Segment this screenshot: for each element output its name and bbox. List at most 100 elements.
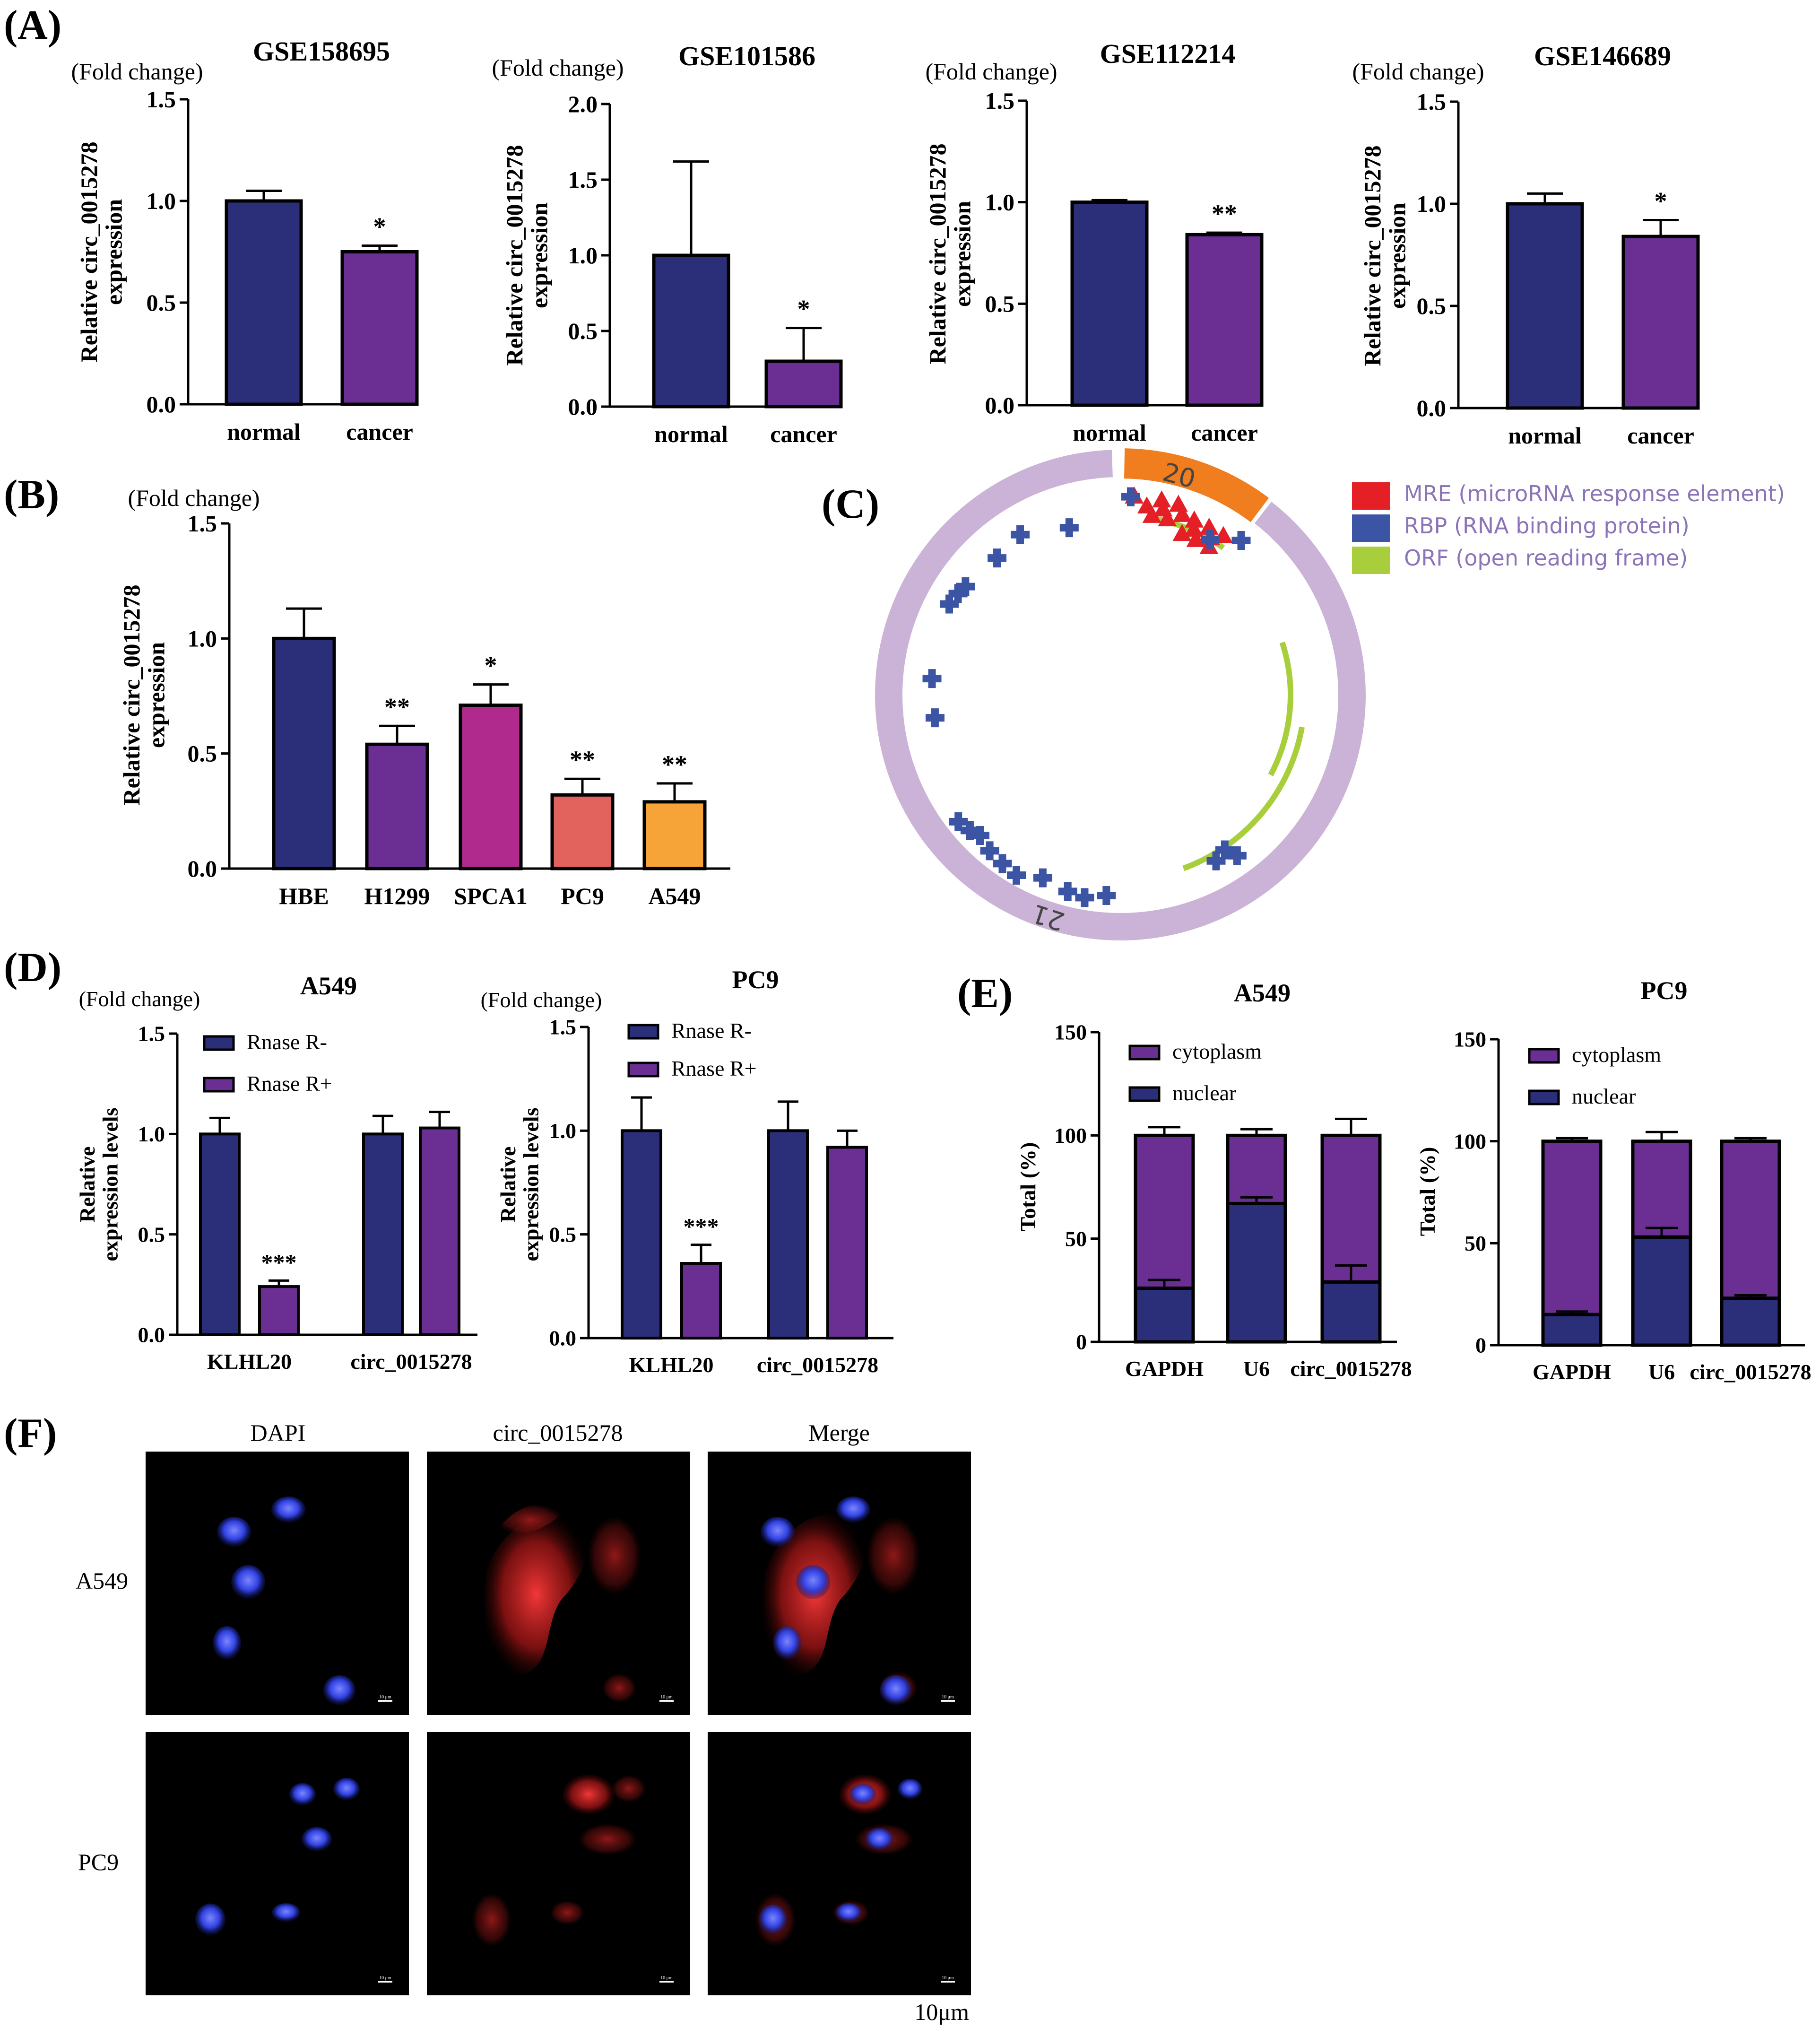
y-axis-label: Relative circ_0015278expression	[1359, 146, 1411, 366]
bar-nuclear	[1541, 1313, 1603, 1347]
chart-e1: 0 50 100 150 A549 Total (%) GAPDH U6 circ_001527…	[1016, 979, 1412, 1381]
mre-marker	[1142, 505, 1161, 523]
y-tick-label: 1.0	[188, 625, 217, 652]
rbp-marker	[993, 854, 1012, 873]
significance-marker: *	[1655, 187, 1667, 216]
column-header-merge: Merge	[808, 1419, 870, 1446]
x-tick-label: normal	[227, 418, 301, 445]
y-axis-label-line: expression levels	[98, 1108, 122, 1261]
image-a549-dapi: 10 μm	[146, 1452, 409, 1715]
y-tick-label: 1.5	[138, 1022, 165, 1046]
mre-marker	[1186, 530, 1205, 547]
y-axis-label: Relativeexpression levels	[496, 1108, 543, 1261]
y-tick-label: 1.5	[188, 510, 217, 537]
nucleus	[271, 1496, 305, 1523]
x-tick-label: SPCA1	[454, 883, 528, 909]
y-tick-label: 0	[1475, 1333, 1486, 1357]
x-tick-label: HBE	[279, 883, 329, 909]
nucleus	[849, 1784, 876, 1805]
rbp-marker	[960, 821, 979, 840]
x-tick-label: circ_0015278	[1290, 1357, 1412, 1381]
row-label-a549: A549	[76, 1567, 128, 1594]
mre-marker	[1185, 510, 1204, 528]
scale-bar-inset-label: 10 μm	[660, 1975, 673, 1981]
bar-cytoplasm	[1541, 1140, 1603, 1316]
bar	[272, 636, 336, 870]
mre-marker	[1152, 490, 1171, 508]
mre-marker	[1172, 524, 1192, 541]
legend-label: cytoplasm	[1172, 1039, 1262, 1063]
bar	[642, 800, 707, 870]
scale-bar-inset-label: 10 μm	[660, 1695, 673, 1700]
bar	[1185, 233, 1264, 407]
legend-label-orf: ORF (open reading frame)	[1404, 545, 1688, 571]
scale-bar	[378, 1700, 392, 1702]
x-tick-label: H1299	[364, 883, 430, 909]
rbp-marker	[1121, 487, 1140, 506]
nucleus	[865, 1828, 893, 1851]
chart-title: A549	[1234, 979, 1291, 1007]
nucleus	[835, 1903, 862, 1922]
rbp-marker	[948, 584, 968, 603]
y-tick-label: 0.5	[138, 1222, 165, 1246]
image-pc9-dapi: 10 μm	[146, 1732, 409, 1995]
nucleus	[761, 1517, 795, 1547]
cell-cytoplasm	[603, 1674, 636, 1702]
x-tick-label: normal	[1508, 422, 1582, 449]
bar	[419, 1126, 460, 1336]
bar	[621, 1129, 662, 1340]
scale-caption: 10μm	[914, 1999, 969, 2025]
bar	[340, 250, 419, 406]
cell-cytoplasm	[484, 1514, 588, 1675]
y-tick-label: 50	[1465, 1231, 1486, 1255]
significance-marker: *	[485, 652, 497, 680]
legend-label: nuclear	[1572, 1084, 1636, 1108]
significance-marker: **	[662, 750, 687, 779]
circrna-arc	[1124, 448, 1269, 522]
scale-bar-inset-label: 10 μm	[942, 1975, 954, 1981]
bar	[365, 742, 429, 870]
image-a549-merge: 10 μm	[708, 1452, 971, 1715]
y-axis-label-line: expression	[526, 202, 553, 308]
panel-label-e: (E)	[957, 971, 1013, 1017]
legend-swatch-rbp	[1352, 514, 1390, 542]
rbp-marker	[1215, 840, 1234, 860]
rbp-marker	[1201, 530, 1220, 549]
chart-title: PC9	[1641, 976, 1688, 1005]
panel-label-a: (A)	[4, 2, 61, 48]
x-tick-label: circ_0015278	[757, 1353, 878, 1377]
nucleus	[333, 1778, 360, 1801]
y-tick-label: 0.5	[188, 740, 217, 767]
mre-marker	[1172, 505, 1192, 522]
cell-cytoplasm	[612, 1775, 645, 1802]
bar	[764, 359, 843, 409]
y-tick-label: 0.5	[549, 1222, 577, 1246]
bar-cytoplasm	[1134, 1133, 1195, 1290]
bar	[680, 1262, 722, 1340]
bar	[258, 1285, 300, 1337]
chart-title: GSE146689	[1534, 41, 1671, 71]
x-tick-label: KLHL20	[207, 1349, 292, 1374]
x-tick-label: circ_0015278	[350, 1349, 472, 1374]
rbp-marker	[1231, 531, 1251, 550]
y-axis-label-line: expression levels	[519, 1108, 543, 1261]
significance-marker: ***	[261, 1249, 297, 1275]
unit-label: (Fold change)	[492, 54, 624, 81]
y-tick-label: 0.0	[188, 855, 217, 882]
rbp-marker	[922, 669, 942, 688]
significance-marker: *	[373, 213, 386, 241]
chart-title: GSE158695	[253, 36, 390, 67]
nucleus	[836, 1496, 870, 1523]
chart-a1: 0.0 0.5 1.0 1.5 GSE158695 (Fold change) Relati…	[71, 36, 419, 445]
scale-bar	[659, 1981, 674, 1983]
y-tick-label: 0.0	[147, 391, 176, 418]
chromosome-ring	[875, 450, 1366, 940]
x-tick-label: PC9	[561, 883, 604, 909]
y-axis-label-line: Total (%)	[1415, 1147, 1439, 1236]
bar-nuclear	[1134, 1286, 1195, 1344]
legend-swatch	[1128, 1086, 1161, 1102]
scale-bar	[941, 1981, 955, 1983]
y-axis-label: Relative circ_0015278expression	[118, 585, 170, 806]
chart-title: GSE101586	[678, 41, 815, 71]
y-tick-label: 1.0	[147, 188, 176, 214]
